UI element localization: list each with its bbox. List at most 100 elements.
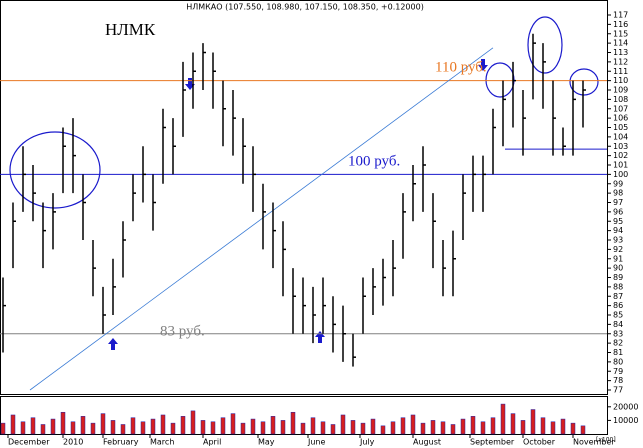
volume-bar [130,417,136,435]
volume-bar [340,414,346,435]
ellipse [485,62,515,98]
volume-bar [180,416,186,435]
y-tick-label: 104 [613,132,628,141]
y-tick-label: 102 [613,151,628,160]
y-tick-label: 98 [613,189,623,198]
volume-bar [40,424,46,435]
y-tick-label: 94 [613,226,623,235]
volume-bar [190,410,196,435]
volume-bar [290,411,296,435]
volume-bar [560,418,566,435]
volume-bar [550,421,556,435]
volume-bar [110,420,116,435]
y-tick-label: 106 [613,114,628,123]
volume-bar [160,414,166,435]
chart-title: НЛМК [105,20,156,39]
volume-bar [150,418,156,435]
volume-bar [120,424,126,435]
y-tick-label: 115 [613,29,628,38]
volume-bar [330,424,336,435]
y-tick-label: 96 [613,207,623,216]
volume-bar [410,414,416,435]
volume-bar [380,425,386,435]
volume-bar [80,416,86,435]
x-tick-label: December [8,438,50,447]
y-tick-label: 81 [613,348,623,357]
volume-bar [570,422,576,435]
volume-bar [60,411,66,435]
x-tick-label: February [103,438,139,447]
arrow-up [108,338,118,350]
y-tick-label: 88 [613,282,623,291]
y-tick-label: 95 [613,217,623,226]
volume-bar [10,414,16,435]
volume-bar [440,421,446,435]
y-tick-label: 77 [613,386,623,395]
y-tick-label: 117 [613,11,628,20]
reference-label: 100 руб. [348,153,400,169]
y-tick-label: 111 [613,67,628,76]
volume-bar [540,417,546,435]
volume-unit: [x100] [596,437,616,444]
arrow-down [478,59,488,71]
price-frame [0,0,608,395]
x-tick-label: October [523,438,556,447]
y-tick-label: 114 [613,39,628,48]
volume-bar [530,409,536,435]
volume-bar [280,420,286,435]
volume-bar [230,413,236,435]
volume-bar [500,403,506,435]
volume-bar [20,421,26,435]
y-tick-label: 78 [613,376,623,385]
volume-bar [450,424,456,435]
y-tick-label: 108 [613,95,628,104]
volume-bar [390,421,396,435]
volume-bar [170,422,176,435]
volume-bar [0,422,6,435]
volume-bar [220,417,226,435]
header: НЛМКАО (107.550, 108.980, 107.150, 108.3… [186,3,424,12]
x-tick-label: April [203,438,221,447]
y-tick-label: 92 [613,245,623,254]
volume-bar [490,417,496,435]
volume-bar [70,421,76,435]
volume-bar [200,420,206,435]
volume-bar [30,417,36,435]
volume-bar [400,417,406,435]
ellipse [527,16,563,74]
y-tick-label: 82 [613,339,623,348]
y-tick-label: 109 [613,86,628,95]
x-tick-label: July [359,438,375,447]
arrows [108,59,488,350]
volume-bar [580,425,586,435]
y-tick-label: 112 [613,57,628,66]
y-tick-label: 89 [613,273,623,282]
x-tick-label: March [150,438,174,447]
y-tick-label: 116 [613,20,628,29]
x-tick-label: September [470,438,515,447]
y-tick-label: 86 [613,301,623,310]
x-tick-label: August [413,438,441,447]
volume-bar [480,421,486,435]
x-tick-label: November [573,438,615,447]
volume-bar [300,422,306,435]
volume-tick-label: 20000 [613,402,638,411]
volume-bar [140,421,146,435]
ellipse [9,131,101,209]
volume-tick-label: 10000 [613,416,638,425]
trend-line [29,47,494,391]
y-tick-label: 113 [613,48,628,57]
ellipse [569,68,599,96]
y-tick-label: 100 [613,170,628,179]
x-tick-label: 2010 [63,438,83,447]
y-tick-label: 105 [613,123,628,132]
y-tick-label: 79 [613,367,623,376]
y-tick-label: 91 [613,254,623,263]
y-tick-label: 85 [613,311,623,320]
annotation-shapes [9,16,599,209]
volume-bar [240,422,246,435]
y-tick-label: 87 [613,292,623,301]
y-tick-label: 84 [613,320,623,329]
y-tick-label: 110 [613,76,628,85]
